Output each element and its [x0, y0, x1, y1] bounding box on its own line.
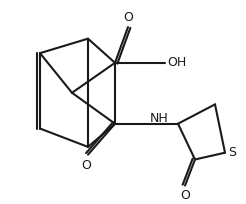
Text: OH: OH: [167, 56, 186, 69]
Text: O: O: [123, 11, 133, 24]
Text: NH: NH: [150, 112, 169, 125]
Text: O: O: [180, 190, 190, 202]
Text: S: S: [228, 146, 236, 159]
Text: O: O: [81, 159, 91, 172]
